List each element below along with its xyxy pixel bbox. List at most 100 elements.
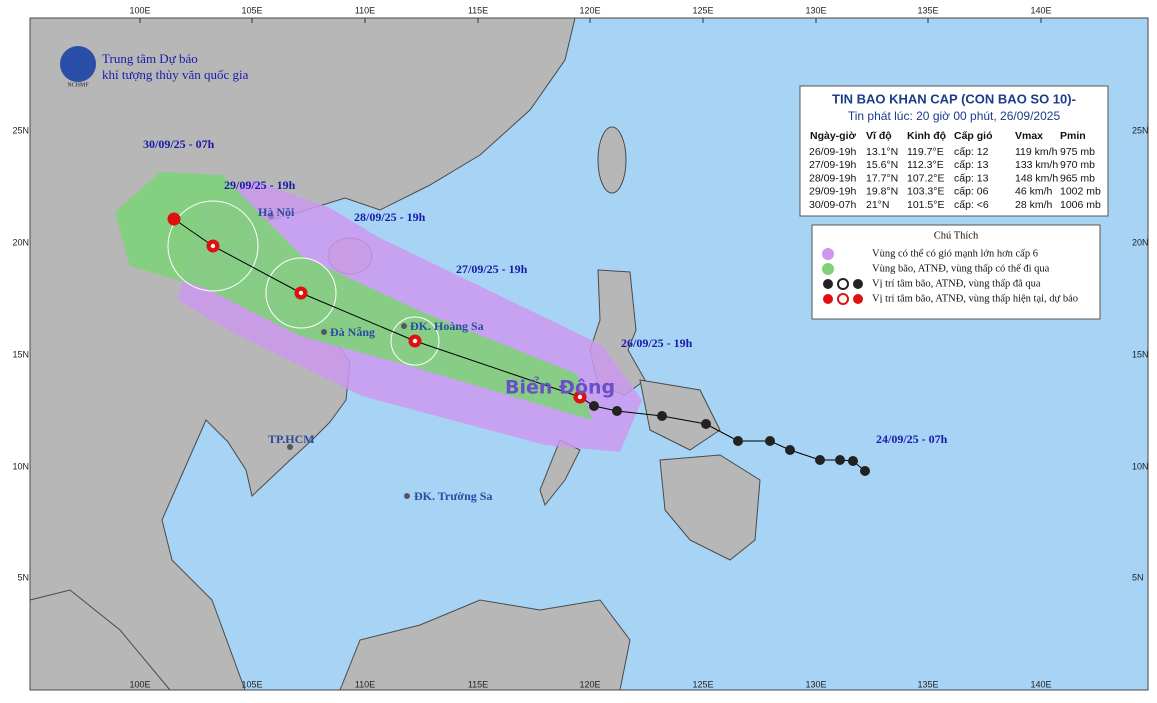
place-label: ĐK. Trường Sa [414,489,492,503]
place-dot [268,213,274,219]
lon-label: 105E [241,5,262,15]
column-header: Pmin [1060,130,1086,142]
table-cell: 975 mb [1060,146,1095,158]
lon-label: 130E [805,679,826,689]
org-name: khí tượng thủy văn quốc gia [102,67,249,82]
lon-label: 135E [917,5,938,15]
table-cell: 26/09-19h [809,146,856,158]
past-position [657,411,667,421]
lon-label: 115E [468,679,488,689]
table-cell: 133 km/h [1015,159,1058,171]
track-label: 28/09/25 - 19h [354,210,426,224]
track-label: 29/09/25 - 19h [224,178,296,192]
bulletin-box [799,85,1109,217]
past-position [835,455,845,465]
table-cell: 965 mb [1060,172,1095,184]
legend-swatch [853,279,863,289]
past-position [701,419,711,429]
forecast-low [167,212,181,226]
column-header: Kinh độ [907,130,946,142]
table-cell: cấp: 13 [954,159,989,171]
table-cell: 103.3°E [907,186,944,198]
past-position [785,445,795,455]
lat-label: 20N [1132,237,1149,247]
lon-label: 105E [241,679,262,689]
table-cell: 30/09-07h [809,199,856,211]
past-position [612,406,622,416]
past-position [765,436,775,446]
lon-label: 125E [692,5,713,15]
table-cell: 107.2°E [907,172,944,184]
legend-item: Vùng có thể có gió mạnh lớn hơn cấp 6 [872,248,1038,259]
radius-circle [390,316,440,366]
legend-title: Chú Thích [934,230,979,241]
lon-label: 140E [1030,679,1051,689]
track-label: 26/09/25 - 19h [621,336,693,350]
place-label: Hà Nội [258,205,295,219]
radius-circle [265,257,337,329]
taiwan [597,126,627,194]
borneo [339,599,631,691]
logo-text: NCHMF [67,82,89,88]
past-position [860,466,870,476]
past-position [815,455,825,465]
table-cell: 1002 mb [1060,186,1101,198]
table-cell: 112.3°E [907,159,944,171]
legend-swatch [822,248,834,260]
table-cell: 28/09-19h [809,172,856,184]
lon-label: 135E [917,679,938,689]
visayas [639,379,721,451]
forecast-eye [577,394,583,400]
legend-swatch [853,294,863,304]
mindanao [659,454,761,561]
lat-label: 15N [12,349,29,359]
forecast-eye [210,243,216,249]
bulletin: TIN BAO KHAN CAP (CON BAO SO 10)- Tin ph… [799,85,1109,217]
lon-label: 120E [579,5,600,15]
legend-swatch [837,278,849,290]
legend-swatch [837,293,849,305]
table-cell: cấp: 13 [954,172,989,184]
past-position [733,436,743,446]
place-dot [287,444,293,450]
table-cell: 119.7°E [907,146,944,158]
lat-label: 10N [1132,461,1149,471]
table-cell: cấp: 12 [954,146,989,158]
track-line [173,218,866,472]
lat-label: 10N [12,461,29,471]
lon-label: 115E [468,5,488,15]
table-cell: 17.7°N [866,172,898,184]
table-cell: 1006 mb [1060,199,1101,211]
lat-label: 15N [1132,349,1149,359]
legend-swatch [823,279,833,289]
forecast-cone [115,172,642,452]
bulletin-issued: Tin phát lúc: 20 giờ 00 phút, 26/09/2025 [848,109,1061,123]
legend-item: Vị trí tâm bão, ATNĐ, vùng thấp hiện tại… [872,293,1078,304]
lon-label: 140E [1030,5,1051,15]
lat-label: 5N [1132,572,1144,582]
place-dot [401,323,407,329]
legend: Chú Thích Vùng có thể có gió mạnh lớn hơ… [811,224,1101,320]
lon-label: 125E [692,679,713,689]
header: NCHMF Trung tâm Dự báo khí tượng thủy vă… [60,46,249,88]
legend-swatch [822,263,834,275]
sumatra [29,589,172,691]
place-label: TP.HCM [268,432,315,446]
lat-label: 5N [17,572,29,582]
table-cell: cấp: <6 [954,199,989,211]
track-label: 30/09/25 - 07h [143,137,215,151]
forecast-eye [298,290,304,296]
sea-label: Biển Đông [505,376,615,399]
track-label: 24/09/25 - 07h [876,432,948,446]
table-cell: 46 km/h [1015,186,1053,198]
org-name: Trung tâm Dự báo [102,51,198,66]
place-label: ĐK. Hoàng Sa [410,319,484,333]
lon-label: 100E [129,5,150,15]
lon-label: 110E [355,679,375,689]
table-cell: 27/09-19h [809,159,856,171]
radius-circle [167,200,259,292]
lon-label: 130E [805,5,826,15]
legend-item: Vùng bão, ATNĐ, vùng thấp có thể đi qua [872,263,1050,274]
table-cell: 13.1°N [866,146,898,158]
